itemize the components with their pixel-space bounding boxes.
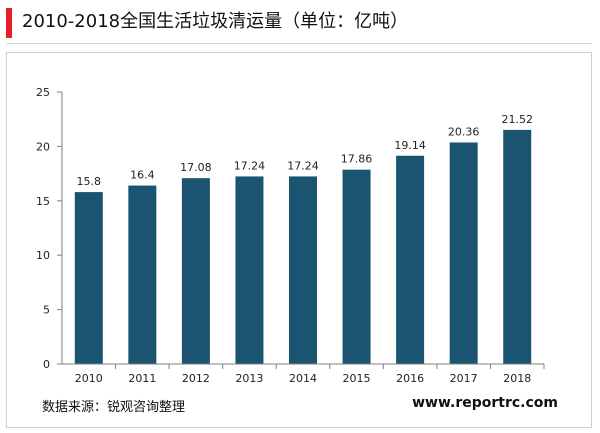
y-tick-label: 0 bbox=[43, 358, 50, 371]
value-label-2016: 19.14 bbox=[394, 139, 426, 152]
y-tick-label: 10 bbox=[36, 249, 50, 262]
value-label-2011: 16.4 bbox=[130, 169, 155, 182]
x-tick-label-2015: 2015 bbox=[343, 372, 371, 385]
y-axis: 0 5 10 15 20 25 bbox=[36, 86, 63, 371]
bar-2016 bbox=[396, 155, 425, 364]
bar-2015 bbox=[342, 169, 371, 364]
bar-2012 bbox=[181, 178, 210, 364]
value-label-2017: 20.36 bbox=[448, 125, 480, 138]
header-divider bbox=[6, 43, 592, 44]
data-source-note: 数据来源：锐观咨询整理 bbox=[42, 400, 186, 415]
x-tick-label-2016: 2016 bbox=[396, 372, 424, 385]
x-tick-label-2010: 2010 bbox=[75, 372, 103, 385]
chart-frame bbox=[6, 52, 592, 428]
value-label-2013: 17.24 bbox=[234, 159, 266, 172]
value-label-2014: 17.24 bbox=[287, 159, 319, 172]
chart-title: 2010-2018全国生活垃圾清运量（单位：亿吨） bbox=[22, 11, 409, 32]
x-tick-label-2011: 2011 bbox=[128, 372, 156, 385]
bars bbox=[74, 129, 532, 364]
value-label-2012: 17.08 bbox=[180, 161, 212, 174]
value-label-2018: 21.52 bbox=[501, 113, 533, 126]
value-labels: 15.8 16.4 17.08 17.24 17.24 17.86 19.14 20.36 21… bbox=[77, 113, 533, 188]
website-link[interactable]: www.reportrc.com bbox=[412, 395, 558, 411]
bar-2013 bbox=[235, 176, 264, 364]
x-tick-label-2017: 2017 bbox=[450, 372, 478, 385]
y-tick-label: 20 bbox=[36, 140, 50, 153]
x-axis: 2010 2011 2012 2013 2014 2015 2016 2017 2018 bbox=[62, 363, 545, 385]
bar-2010 bbox=[74, 192, 103, 364]
bar-2017 bbox=[449, 142, 478, 364]
y-tick-label: 25 bbox=[36, 86, 50, 99]
y-tick-label: 5 bbox=[43, 304, 50, 317]
bar-2018 bbox=[503, 129, 532, 364]
x-tick-label-2012: 2012 bbox=[182, 372, 210, 385]
value-label-2015: 17.86 bbox=[341, 153, 373, 166]
title-accent-bar bbox=[6, 8, 12, 38]
x-tick-label-2013: 2013 bbox=[235, 372, 263, 385]
bar-2014 bbox=[289, 176, 317, 364]
value-label-2010: 15.8 bbox=[77, 175, 102, 188]
y-tick-label: 15 bbox=[36, 195, 50, 208]
bar-2011 bbox=[128, 185, 157, 364]
x-tick-label-2018: 2018 bbox=[503, 372, 531, 385]
x-tick-label-2014: 2014 bbox=[289, 372, 317, 385]
